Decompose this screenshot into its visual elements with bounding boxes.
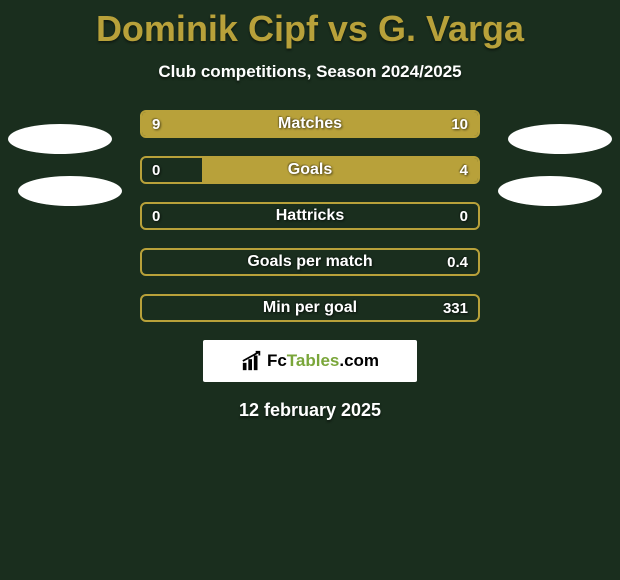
right-value: 0.4 bbox=[447, 250, 468, 274]
date-label: 12 february 2025 bbox=[0, 400, 620, 421]
right-value: 0 bbox=[460, 204, 468, 228]
stat-row: Min per goal331 bbox=[140, 294, 480, 322]
stat-label: Goals per match bbox=[142, 250, 478, 274]
stat-label: Matches bbox=[142, 112, 478, 136]
stat-row: 9Matches10 bbox=[140, 110, 480, 138]
stat-label: Min per goal bbox=[142, 296, 478, 320]
player-marker bbox=[8, 124, 112, 154]
player-marker bbox=[498, 176, 602, 206]
right-value: 4 bbox=[460, 158, 468, 182]
bar-chart-icon bbox=[241, 350, 263, 372]
stat-row: 0Goals4 bbox=[140, 156, 480, 184]
right-value: 331 bbox=[443, 296, 468, 320]
stat-row: Goals per match0.4 bbox=[140, 248, 480, 276]
player-marker bbox=[18, 176, 122, 206]
subtitle: Club competitions, Season 2024/2025 bbox=[0, 62, 620, 82]
stat-row: 0Hattricks0 bbox=[140, 202, 480, 230]
player-marker bbox=[508, 124, 612, 154]
badge-text: FcTables.com bbox=[267, 351, 379, 371]
stat-label: Goals bbox=[142, 158, 478, 182]
fctables-badge[interactable]: FcTables.com bbox=[203, 340, 417, 382]
page-title: Dominik Cipf vs G. Varga bbox=[0, 0, 620, 50]
right-value: 10 bbox=[451, 112, 468, 136]
stat-label: Hattricks bbox=[142, 204, 478, 228]
